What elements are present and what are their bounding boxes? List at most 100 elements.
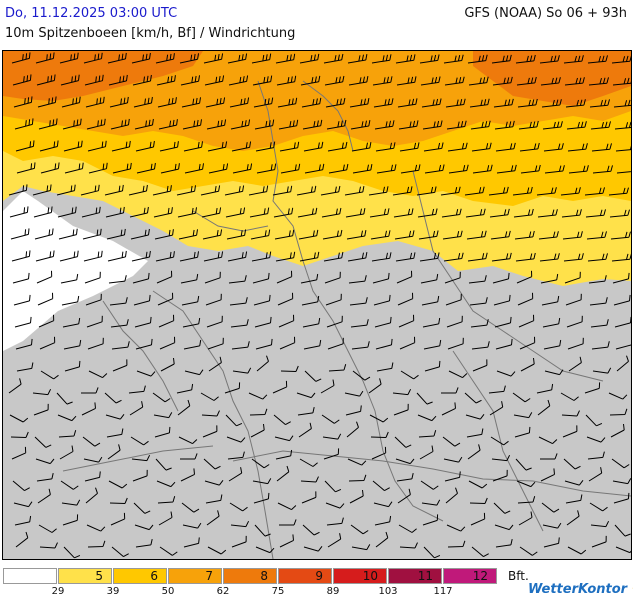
wind-barb xyxy=(588,77,609,86)
wind-barb xyxy=(276,465,290,482)
wind-barb xyxy=(87,540,106,548)
wind-barb xyxy=(444,471,461,482)
wind-barb xyxy=(471,142,492,152)
wind-barb xyxy=(563,253,584,262)
wind-barb xyxy=(229,297,248,306)
wind-barb xyxy=(590,121,611,130)
wind-barb xyxy=(589,297,608,306)
wind-barb xyxy=(37,488,51,504)
wind-barb xyxy=(517,98,538,108)
wind-barb xyxy=(586,231,607,240)
wind-barb xyxy=(491,252,512,262)
wind-barb xyxy=(251,251,272,262)
wind-barb xyxy=(566,121,587,130)
wind-barb xyxy=(158,119,178,130)
wind-barb xyxy=(489,208,510,218)
wind-barb xyxy=(563,458,581,470)
wind-barb xyxy=(111,140,131,152)
wind-barb xyxy=(392,388,412,396)
wind-barb xyxy=(441,208,462,218)
wind-barb xyxy=(540,468,555,482)
wind-barb xyxy=(539,55,560,64)
wind-barb xyxy=(350,319,369,328)
border-line-7 xyxy=(302,80,354,152)
wind-barb xyxy=(537,209,558,218)
wind-barb xyxy=(348,275,367,284)
wind-barb xyxy=(178,436,198,445)
wind-barb xyxy=(152,392,171,403)
border-line-1 xyxy=(257,80,444,522)
wind-barb xyxy=(159,336,176,350)
wind-barb xyxy=(83,52,103,64)
wind-barb xyxy=(59,52,79,64)
wind-barb xyxy=(493,98,514,108)
wind-barb xyxy=(615,546,631,554)
wind-barb xyxy=(327,533,342,548)
wind-barb xyxy=(370,230,391,240)
wind-barb xyxy=(495,338,513,350)
wind-barb xyxy=(82,436,101,447)
wind-barb xyxy=(536,383,554,394)
wind-barb xyxy=(349,98,370,108)
wind-barb xyxy=(348,474,367,482)
wind-barb xyxy=(64,162,84,174)
wind-barb xyxy=(445,293,462,306)
wind-barb xyxy=(375,338,393,350)
wind-barb xyxy=(35,250,55,262)
wind-barb xyxy=(180,468,195,482)
border-line-3 xyxy=(102,300,179,412)
wind-barb xyxy=(61,295,80,306)
wind-barb xyxy=(208,356,222,372)
wind-barb xyxy=(15,531,29,548)
wind-barb xyxy=(420,480,439,490)
wind-barb xyxy=(492,469,508,482)
wind-barb xyxy=(564,271,581,284)
wind-barb xyxy=(225,207,246,218)
wind-barb xyxy=(153,207,173,218)
wind-barb xyxy=(322,229,343,240)
wind-barb xyxy=(226,229,247,240)
wind-barb xyxy=(8,184,28,196)
wind-barb xyxy=(182,119,202,130)
wind-barb xyxy=(301,491,317,504)
wind-barb xyxy=(181,295,200,306)
wind-barb xyxy=(80,184,100,196)
wind-barb xyxy=(488,186,509,196)
wind-barb xyxy=(182,522,202,529)
wind-barb xyxy=(279,534,294,548)
wind-barb xyxy=(470,120,491,130)
wind-barb xyxy=(13,501,33,508)
wind-barb xyxy=(132,272,150,284)
wind-barb xyxy=(252,272,270,284)
wind-barb xyxy=(399,336,416,350)
wind-barb xyxy=(59,445,74,460)
wind-barb xyxy=(36,472,54,482)
wind-barb xyxy=(326,315,343,328)
wind-barb xyxy=(613,99,631,108)
wind-barb xyxy=(34,228,54,240)
wind-barb xyxy=(347,458,367,466)
wind-barb xyxy=(448,370,468,379)
wind-barb xyxy=(231,141,252,152)
wind-barb xyxy=(395,458,415,465)
wind-barb xyxy=(155,458,172,471)
wind-barb xyxy=(350,120,371,130)
wind-barb xyxy=(58,228,78,240)
wind-barb xyxy=(514,230,535,240)
wind-barb xyxy=(540,77,561,86)
wind-barb xyxy=(11,250,31,262)
wind-barb xyxy=(254,524,271,537)
wind-barb xyxy=(538,231,559,240)
legend-class-12: 12 xyxy=(443,568,497,584)
wind-barb xyxy=(349,489,364,504)
wind-barb xyxy=(255,141,276,152)
wind-barb xyxy=(352,164,373,174)
wind-barb xyxy=(10,431,29,438)
wind-barb xyxy=(465,414,485,420)
wind-barb xyxy=(493,294,511,306)
wind-barb xyxy=(296,185,317,196)
wind-barb xyxy=(561,410,580,417)
wind-barb xyxy=(207,337,224,350)
wind-barb xyxy=(567,143,588,152)
wind-barb xyxy=(152,185,172,196)
